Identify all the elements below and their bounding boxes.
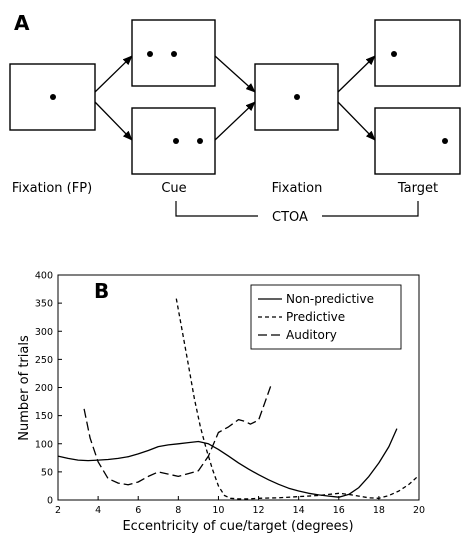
y-tick-label: 250: [35, 355, 53, 366]
x-tick-label: 18: [373, 505, 385, 516]
y-tick-label: 350: [35, 299, 53, 310]
y-axis-label: Number of trials: [17, 335, 32, 441]
panel-a: A Fixation (FP) Cue Fixation Target: [9, 11, 461, 225]
y-axis-ticks: 0 50 100 150 200 250 300 350 400: [35, 271, 62, 507]
fixation-dot: [294, 94, 300, 100]
arrow-fixation-to-target-top: [337, 55, 376, 93]
arrow-fp-to-cue-top: [94, 55, 133, 93]
target-top-dot: [391, 51, 397, 57]
cue-top-dot-left: [147, 51, 153, 57]
line-chart: 2 4 6 8 10 12 14 16 18 20 0 50 100 150 200 250 300 350 40…: [17, 271, 425, 535]
label-fixation-fp: Fixation (FP): [12, 181, 92, 196]
arrow-cue-bottom-to-fixation: [214, 101, 256, 141]
arrow-cue-top-to-fixation: [214, 55, 256, 93]
cue-bottom-dot-left: [173, 138, 179, 144]
series-layer: [57, 298, 420, 500]
x-tick-label: 8: [175, 505, 181, 516]
series-line-predictive: [175, 298, 420, 500]
series-line-auditory: [83, 386, 272, 486]
arrow-fixation-to-target-bottom: [337, 101, 376, 141]
fixation-fp-dot: [50, 94, 56, 100]
legend-label-predictive: Predictive: [286, 310, 345, 324]
legend-label-non-predictive: Non-predictive: [286, 292, 374, 306]
label-fixation: Fixation: [272, 181, 323, 196]
y-tick-label: 150: [35, 411, 53, 422]
x-tick-label: 14: [293, 505, 305, 516]
panel-b-letter: B: [94, 279, 109, 303]
y-tick-label: 100: [35, 439, 53, 450]
panel-a-letter: A: [14, 11, 30, 35]
x-tick-label: 20: [413, 505, 425, 516]
legend-label-auditory: Auditory: [286, 328, 337, 342]
x-tick-label: 4: [95, 505, 101, 516]
arrow-fp-to-cue-bottom: [94, 101, 133, 141]
target-bottom-dot: [442, 138, 448, 144]
ctoa-bracket: [175, 201, 419, 217]
x-tick-label: 12: [253, 505, 265, 516]
series-line-non-predictive: [57, 428, 398, 498]
y-tick-label: 200: [35, 383, 53, 394]
label-target: Target: [397, 181, 438, 196]
x-axis-label: Eccentricity of cue/target (degrees): [122, 519, 353, 534]
cue-bottom-dot-right: [197, 138, 203, 144]
y-tick-label: 0: [47, 496, 53, 507]
y-tick-label: 50: [41, 467, 53, 478]
target-box-top: [374, 19, 461, 87]
y-tick-label: 300: [35, 327, 53, 338]
label-cue: Cue: [161, 181, 186, 196]
x-tick-label: 16: [333, 505, 345, 516]
x-tick-label: 2: [55, 505, 61, 516]
x-tick-label: 6: [135, 505, 141, 516]
x-axis-ticks: 2 4 6 8 10 12 14 16 18 20: [55, 496, 425, 516]
cue-top-dot-right: [171, 51, 177, 57]
panel-b: B 2 4 6 8 10 12 14 16 18 20 0 50 100 150 200 250 300 350…: [17, 271, 425, 535]
x-tick-label: 10: [212, 505, 224, 516]
label-ctoa: CTOA: [272, 210, 308, 225]
legend: Non-predictive Predictive Auditory: [250, 284, 402, 350]
y-tick-label: 400: [35, 271, 53, 282]
